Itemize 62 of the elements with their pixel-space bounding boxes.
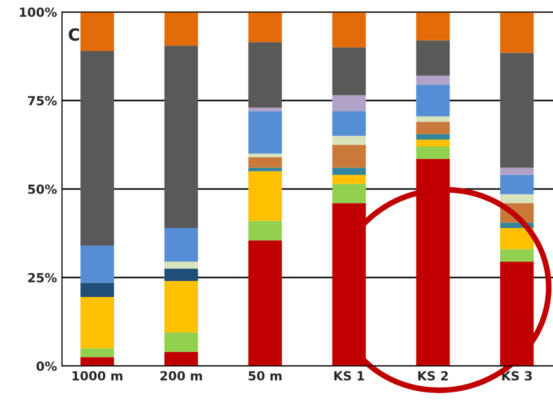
bar [80, 296, 114, 348]
bar [164, 281, 198, 332]
bar [332, 184, 366, 204]
bar [500, 168, 534, 175]
bar [248, 111, 282, 154]
bar [164, 352, 198, 366]
bar [164, 228, 198, 262]
bar [248, 171, 282, 221]
bar [500, 228, 534, 250]
bar [416, 122, 450, 134]
bar [500, 249, 534, 262]
bar [332, 136, 366, 145]
bar [80, 12, 114, 51]
bar [164, 268, 198, 282]
x-tick-label: 50 m [248, 371, 282, 381]
bar [164, 12, 198, 46]
bar [248, 42, 282, 108]
bar [248, 168, 282, 172]
x-tick-label: KS 2 [418, 371, 448, 381]
bar [80, 246, 114, 283]
bar [332, 12, 366, 48]
bar [416, 12, 450, 40]
bar [500, 12, 534, 53]
bar [416, 139, 450, 147]
x-tick-label: 200 m [160, 371, 202, 381]
bar [248, 240, 282, 366]
bar [164, 332, 198, 352]
bar [500, 194, 534, 204]
bar [332, 111, 366, 136]
bar [500, 262, 534, 366]
bar [164, 46, 198, 228]
y-tick-label: 75% [28, 96, 57, 106]
bar [416, 40, 450, 76]
bar [416, 134, 450, 140]
bar [80, 348, 114, 358]
y-tick-label: 50% [28, 184, 57, 194]
bar [332, 144, 366, 168]
bar [332, 174, 366, 184]
y-tick-label: 25% [28, 272, 57, 282]
y-tick-label: 100% [20, 7, 57, 17]
x-tick-label: KS 1 [334, 371, 364, 381]
bar [248, 12, 282, 42]
bar [416, 116, 450, 122]
bar [416, 84, 450, 116]
bar [332, 168, 366, 175]
bar [164, 262, 198, 269]
bar [248, 154, 282, 158]
bar [416, 146, 450, 159]
bar [80, 357, 114, 366]
bar [500, 174, 534, 194]
bar [80, 282, 114, 297]
x-tick-label: 1000 m [72, 371, 122, 381]
bar [248, 220, 282, 240]
bar [248, 157, 282, 168]
bar [500, 52, 534, 168]
bar [332, 95, 366, 112]
bar [248, 108, 282, 112]
annotation: C [68, 28, 80, 41]
bar [80, 50, 114, 246]
bar [416, 76, 450, 85]
bar [332, 47, 366, 96]
y-tick-label: 0% [36, 361, 57, 371]
